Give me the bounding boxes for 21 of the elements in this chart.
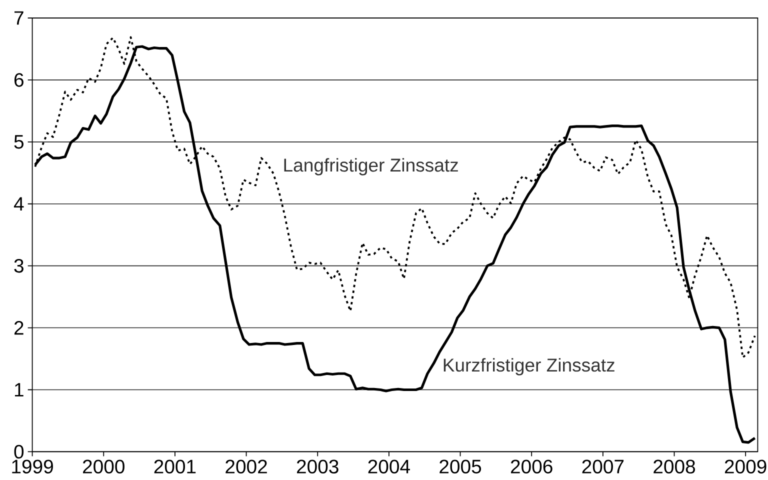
x-tick-label: 1999 xyxy=(12,460,53,474)
series-label: Kurzfristiger Zinssatz xyxy=(444,358,614,376)
x-tick-label: 2005 xyxy=(440,460,482,474)
y-tick-label: 5 xyxy=(14,135,24,149)
x-tick-label: 2007 xyxy=(582,460,624,474)
y-tick-label: 0 xyxy=(14,444,24,459)
y-tick-label: 1 xyxy=(14,383,24,396)
x-tick-label: 2009 xyxy=(724,460,766,474)
y-tick-label: 7 xyxy=(14,11,24,25)
x-tick-label: 2004 xyxy=(368,460,410,474)
x-tick-label: 2002 xyxy=(226,460,267,474)
x-tick-label: 2008 xyxy=(654,460,696,474)
x-tick-label: 2000 xyxy=(83,460,124,474)
x-tick-label: 2006 xyxy=(510,460,552,474)
y-tick-label: 2 xyxy=(14,321,24,335)
series-label: Langfristiger Zinssatz xyxy=(284,158,458,176)
y-tick-label: 6 xyxy=(14,73,24,87)
x-tick-label: 2003 xyxy=(296,460,338,474)
x-tick-label: 2001 xyxy=(154,460,196,474)
y-tick-label: 4 xyxy=(14,197,24,211)
y-tick-label: 3 xyxy=(14,258,24,273)
